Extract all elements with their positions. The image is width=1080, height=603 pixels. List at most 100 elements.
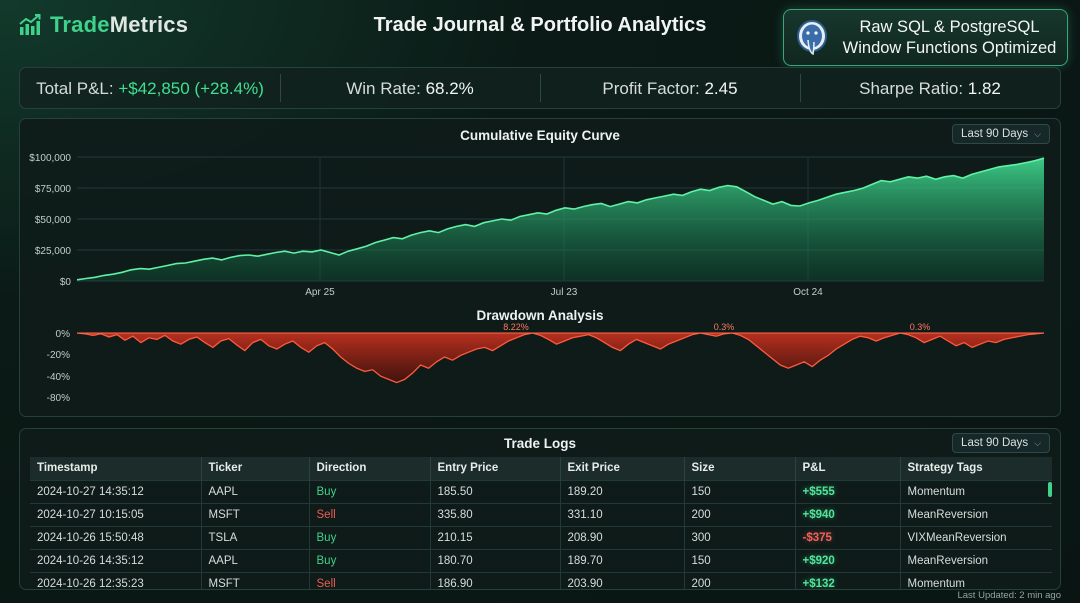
table-cell: MeanReversion bbox=[900, 548, 1052, 572]
table-cell: VIXMeanReversion bbox=[900, 525, 1052, 549]
column-header[interactable]: Size bbox=[684, 457, 796, 480]
drawdown-area bbox=[77, 333, 1044, 383]
chevron-down-icon: ⌵ bbox=[1034, 129, 1041, 139]
table-cell: Sell bbox=[309, 502, 431, 526]
stat-profit-factor-value: 2.45 bbox=[704, 79, 738, 98]
table-cell: Sell bbox=[309, 571, 431, 589]
table-header-row: Timestamp Ticker Direction Entry Price Exit … bbox=[30, 457, 1052, 480]
table-cell: -$375 bbox=[795, 525, 901, 549]
stat-total-pnl: Total P&L: +$42,850 (+28.4%) bbox=[36, 79, 264, 98]
summary-stats-bar: Total P&L: +$42,850 (+28.4%) Win Rate: 6… bbox=[19, 67, 1061, 109]
column-header[interactable]: Timestamp bbox=[30, 457, 202, 480]
stat-win-rate-value: 68.2% bbox=[425, 79, 474, 98]
x-tick-label: Apr 25 bbox=[305, 287, 335, 298]
table-cell: 150 bbox=[684, 548, 796, 572]
table-cell: 2024-10-27 10:15:05 bbox=[30, 502, 202, 526]
table-cell: AAPL bbox=[201, 548, 310, 572]
table-cell: TSLA bbox=[201, 525, 310, 549]
table-cell: 200 bbox=[684, 502, 796, 526]
table-cell: +$132 bbox=[795, 571, 901, 589]
table-cell: 203.90 bbox=[560, 571, 685, 589]
trade-logs-panel: Trade Logs Last 90 Days ⌵ Timestamp Ticker… bbox=[19, 428, 1061, 590]
x-tick-label: Jul 23 bbox=[551, 287, 578, 298]
table-cell: Momentum bbox=[900, 571, 1052, 589]
table-cell: MeanReversion bbox=[900, 502, 1052, 526]
table-cell: +$920 bbox=[795, 548, 901, 572]
table-cell: +$940 bbox=[795, 502, 901, 526]
stat-win-rate: Win Rate: 68.2% bbox=[280, 68, 540, 108]
table-row[interactable]: 2024-10-27 14:35:12 AAPL Buy 185.50 189.20 15… bbox=[30, 479, 1052, 503]
y-tick-label: $25,000 bbox=[35, 246, 72, 257]
table-cell: +$555 bbox=[795, 479, 901, 503]
y-tick-label: $0 bbox=[60, 277, 72, 288]
equity-chart-panel: Cumulative Equity Curve Last 90 Days ⌵ Dr… bbox=[19, 118, 1061, 417]
drawdown-line bbox=[76, 332, 1045, 384]
brand-name: TradeMetrics bbox=[50, 12, 189, 37]
y-tick-label: $50,000 bbox=[35, 215, 72, 226]
table-cell: 189.70 bbox=[560, 548, 685, 572]
drawdown-annotation: 0.3% bbox=[910, 322, 931, 332]
table-cell: 200 bbox=[684, 571, 796, 589]
table-row[interactable]: 2024-10-26 14:35:12 AAPL Buy 180.70 189.70 15… bbox=[30, 548, 1052, 572]
column-header[interactable]: Exit Price bbox=[560, 457, 685, 480]
table-cell: 189.20 bbox=[560, 479, 685, 503]
page-title: Trade Journal & Portfolio Analytics bbox=[373, 14, 707, 36]
table-cell: Buy bbox=[309, 548, 431, 572]
table-cell: 2024-10-27 14:35:12 bbox=[30, 479, 202, 503]
table-cell: 150 bbox=[684, 479, 796, 503]
table-body: 2024-10-27 14:35:12 AAPL Buy 185.50 189.20 15… bbox=[30, 479, 1052, 589]
table-cell: 208.90 bbox=[560, 525, 685, 549]
table-cell: 335.80 bbox=[430, 502, 561, 526]
drawdown-annotation: 8.22% bbox=[503, 322, 529, 332]
charts-canvas: $100,000 $75,000 $50,000 $25,000 $0 Apr 25 Jul… bbox=[29, 153, 1045, 404]
last-updated-text: Last Updated: 2 min ago bbox=[957, 590, 1061, 601]
app-header: TradeMetrics Trade Journal & Portfolio A… bbox=[0, 0, 1080, 66]
table-cell: 210.15 bbox=[430, 525, 561, 549]
table-cell: MSFT bbox=[201, 571, 310, 589]
logs-range-select[interactable]: Last 90 Days ⌵ bbox=[952, 433, 1050, 453]
table-cell: Buy bbox=[309, 525, 431, 549]
y-tick-label: $100,000 bbox=[29, 153, 71, 164]
table-cell: 2024-10-26 12:35:23 bbox=[30, 571, 202, 589]
table-cell: Momentum bbox=[900, 479, 1052, 503]
drawdown-chart-title: Drawdown Analysis bbox=[476, 308, 604, 323]
table-scrollbar[interactable] bbox=[1048, 482, 1052, 497]
table-cell: MSFT bbox=[201, 502, 310, 526]
table-cell: 2024-10-26 14:35:12 bbox=[30, 548, 202, 572]
brand-logo[interactable]: TradeMetrics bbox=[18, 12, 188, 38]
badge-line-1: Raw SQL & PostgreSQL bbox=[859, 17, 1040, 36]
table-row[interactable]: 2024-10-27 10:15:05 MSFT Sell 335.80 331.10 2… bbox=[30, 502, 1052, 526]
drawdown-annotation: 0.3% bbox=[714, 322, 735, 332]
postgresql-badge: Raw SQL & PostgreSQL Window Functions Op… bbox=[783, 9, 1068, 66]
x-tick-label: Oct 24 bbox=[793, 287, 823, 298]
equity-area bbox=[77, 158, 1044, 281]
column-header[interactable]: P&L bbox=[795, 457, 901, 480]
stat-sharpe-ratio-value: 1.82 bbox=[967, 79, 1001, 98]
equity-range-select[interactable]: Last 90 Days ⌵ bbox=[952, 124, 1050, 144]
y-tick-label: -20% bbox=[47, 350, 70, 361]
trade-logs-table: Timestamp Ticker Direction Entry Price Exit … bbox=[30, 457, 1052, 589]
column-header[interactable]: Direction bbox=[309, 457, 431, 480]
table-cell: 2024-10-26 15:50:48 bbox=[30, 525, 202, 549]
table-row[interactable]: 2024-10-26 12:35:23 MSFT Sell 186.90 203.90 2… bbox=[30, 571, 1052, 589]
postgresql-elephant-icon bbox=[797, 19, 827, 55]
column-header[interactable]: Entry Price bbox=[430, 457, 561, 480]
stat-sharpe-ratio: Sharpe Ratio: 1.82 bbox=[800, 68, 1060, 108]
table-row[interactable]: 2024-10-26 15:50:48 TSLA Buy 210.15 208.90 30… bbox=[30, 525, 1052, 549]
table-cell: 185.50 bbox=[430, 479, 561, 503]
badge-line-2: Window Functions Optimized bbox=[842, 38, 1057, 57]
trade-logs-title: Trade Logs bbox=[503, 436, 576, 451]
column-header[interactable]: Strategy Tags bbox=[907, 462, 983, 475]
column-header[interactable]: Ticker bbox=[201, 457, 310, 480]
table-cell: Buy bbox=[309, 479, 431, 503]
y-tick-label: -40% bbox=[47, 372, 70, 383]
y-tick-label: -80% bbox=[47, 393, 70, 404]
y-tick-label: $75,000 bbox=[35, 184, 72, 195]
equity-line bbox=[76, 157, 1045, 281]
table-cell: 186.90 bbox=[430, 571, 561, 589]
y-tick-label: 0% bbox=[56, 329, 71, 340]
table-cell: 300 bbox=[684, 525, 796, 549]
table-cell: 331.10 bbox=[560, 502, 685, 526]
stat-total-pnl-value: +$42,850 (+28.4%) bbox=[118, 79, 264, 98]
stat-profit-factor: Profit Factor: 2.45 bbox=[540, 68, 800, 108]
